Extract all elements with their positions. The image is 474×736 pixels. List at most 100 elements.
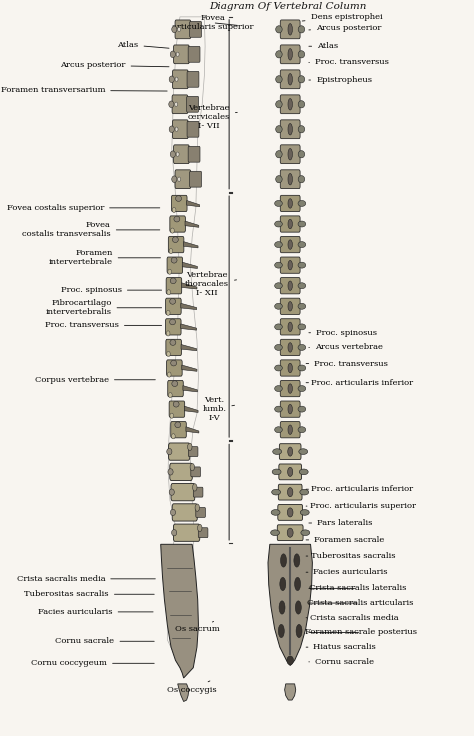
Polygon shape <box>183 241 198 248</box>
FancyBboxPatch shape <box>169 401 185 417</box>
Ellipse shape <box>299 469 308 475</box>
Ellipse shape <box>168 469 173 475</box>
Ellipse shape <box>169 489 174 495</box>
Ellipse shape <box>295 601 301 614</box>
Ellipse shape <box>298 365 306 371</box>
Text: Fibrocartilago
intervertebralis: Fibrocartilago intervertebralis <box>46 299 162 316</box>
Polygon shape <box>181 324 197 330</box>
Polygon shape <box>268 545 312 665</box>
FancyBboxPatch shape <box>168 236 184 252</box>
Ellipse shape <box>175 77 178 82</box>
Ellipse shape <box>288 199 292 208</box>
Ellipse shape <box>190 464 194 471</box>
Polygon shape <box>183 386 198 392</box>
FancyBboxPatch shape <box>193 487 203 497</box>
Ellipse shape <box>274 200 283 206</box>
FancyBboxPatch shape <box>173 524 200 542</box>
Ellipse shape <box>298 241 306 247</box>
Text: Proc. spinosus: Proc. spinosus <box>309 329 377 337</box>
FancyBboxPatch shape <box>187 71 199 88</box>
Ellipse shape <box>288 99 292 110</box>
Text: Diagram Of Vertebral Column: Diagram Of Vertebral Column <box>210 2 367 11</box>
Text: Tuberositas sacralis: Tuberositas sacralis <box>306 552 395 560</box>
Text: Fovea
costalis transversalis: Fovea costalis transversalis <box>22 222 160 238</box>
Text: Proc. transversus: Proc. transversus <box>45 322 162 330</box>
Text: Os sacrum: Os sacrum <box>175 621 220 633</box>
FancyBboxPatch shape <box>280 216 300 232</box>
Text: Proc. articularis superior: Proc. articularis superior <box>306 502 416 510</box>
Text: Vertebrae
thoracales
I- XII: Vertebrae thoracales I- XII <box>185 271 237 297</box>
Ellipse shape <box>169 249 173 254</box>
Text: Pars lateralis: Pars lateralis <box>309 519 373 527</box>
Ellipse shape <box>167 372 171 377</box>
Ellipse shape <box>288 219 292 229</box>
Ellipse shape <box>298 344 306 350</box>
FancyBboxPatch shape <box>280 236 300 252</box>
Text: Fovea costalis superior: Fovea costalis superior <box>7 204 160 212</box>
Ellipse shape <box>274 241 283 247</box>
Text: Foramen
intervertebrale: Foramen intervertebrale <box>49 250 161 266</box>
Ellipse shape <box>166 352 170 356</box>
Text: Tuberositas sacralis: Tuberositas sacralis <box>24 590 154 598</box>
Text: Arcus posterior: Arcus posterior <box>309 24 382 32</box>
Polygon shape <box>185 221 199 227</box>
Ellipse shape <box>288 74 292 85</box>
FancyBboxPatch shape <box>187 96 199 112</box>
Text: Corpus vertebrae: Corpus vertebrae <box>35 376 155 383</box>
Text: Cornu coccygeum: Cornu coccygeum <box>31 659 154 668</box>
Polygon shape <box>187 200 200 207</box>
Ellipse shape <box>168 269 172 275</box>
FancyBboxPatch shape <box>280 170 300 188</box>
Ellipse shape <box>166 311 170 316</box>
FancyBboxPatch shape <box>187 121 199 137</box>
FancyBboxPatch shape <box>172 95 188 113</box>
Ellipse shape <box>271 530 280 536</box>
Ellipse shape <box>288 364 292 372</box>
FancyBboxPatch shape <box>171 484 195 500</box>
Text: Cornu sacrale: Cornu sacrale <box>309 658 374 666</box>
Ellipse shape <box>298 76 305 83</box>
Ellipse shape <box>288 149 292 160</box>
Ellipse shape <box>298 126 305 133</box>
Polygon shape <box>284 684 296 700</box>
Ellipse shape <box>276 126 282 133</box>
FancyBboxPatch shape <box>166 339 182 355</box>
Ellipse shape <box>301 509 309 515</box>
Ellipse shape <box>281 554 286 567</box>
Ellipse shape <box>195 504 200 512</box>
Ellipse shape <box>288 487 293 497</box>
Ellipse shape <box>274 324 283 330</box>
Ellipse shape <box>295 577 301 590</box>
Ellipse shape <box>274 283 283 289</box>
FancyBboxPatch shape <box>280 95 300 113</box>
FancyBboxPatch shape <box>280 20 300 39</box>
Ellipse shape <box>276 101 282 108</box>
Text: Crista sacralis articularis: Crista sacralis articularis <box>307 599 413 607</box>
Ellipse shape <box>299 449 308 454</box>
Text: Proc. transversus: Proc. transversus <box>309 58 389 66</box>
FancyBboxPatch shape <box>280 257 300 273</box>
FancyBboxPatch shape <box>172 195 187 211</box>
Ellipse shape <box>168 392 172 397</box>
FancyBboxPatch shape <box>280 360 300 376</box>
Polygon shape <box>184 406 198 412</box>
FancyBboxPatch shape <box>167 360 182 376</box>
FancyBboxPatch shape <box>175 20 191 39</box>
Ellipse shape <box>287 528 293 537</box>
Ellipse shape <box>288 49 292 60</box>
Ellipse shape <box>172 208 176 213</box>
Ellipse shape <box>173 237 178 243</box>
FancyBboxPatch shape <box>279 444 301 459</box>
Ellipse shape <box>288 24 292 35</box>
Ellipse shape <box>271 509 280 515</box>
FancyBboxPatch shape <box>173 70 188 88</box>
FancyBboxPatch shape <box>280 339 300 355</box>
Ellipse shape <box>298 176 305 183</box>
Polygon shape <box>182 262 198 269</box>
Ellipse shape <box>288 281 292 291</box>
Ellipse shape <box>172 381 178 386</box>
Ellipse shape <box>272 469 281 475</box>
Ellipse shape <box>288 467 293 476</box>
FancyBboxPatch shape <box>198 528 208 538</box>
Ellipse shape <box>172 176 177 183</box>
